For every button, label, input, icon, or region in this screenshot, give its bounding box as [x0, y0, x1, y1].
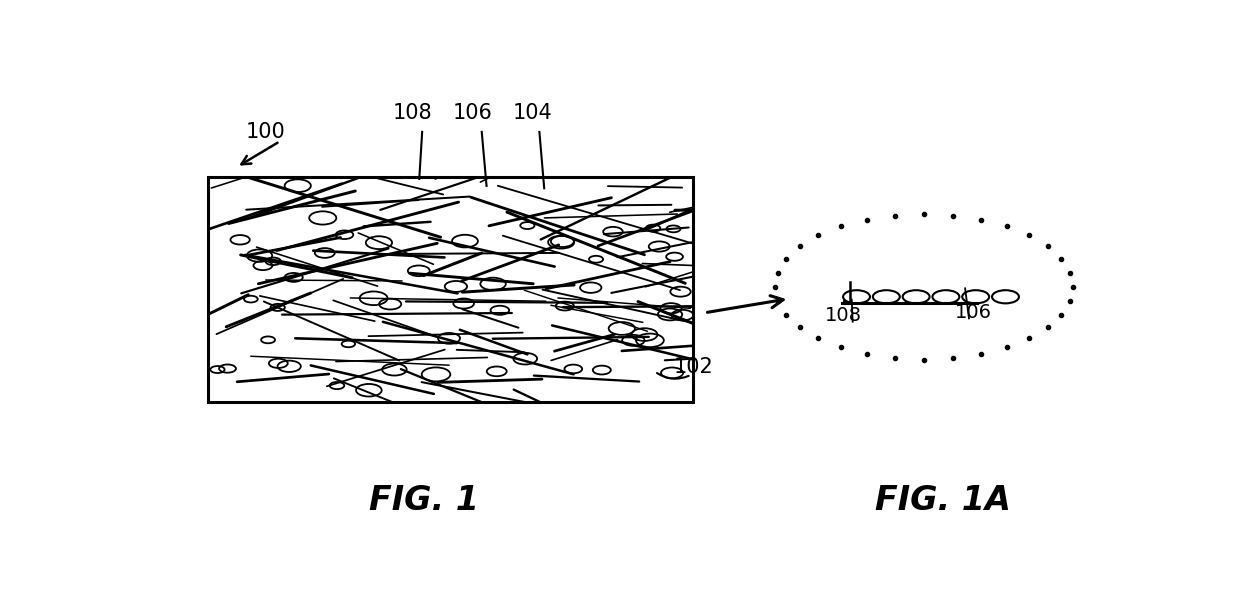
Text: 102: 102: [675, 357, 714, 377]
Bar: [208, 176, 693, 402]
Text: 106: 106: [453, 102, 492, 123]
Text: 108: 108: [393, 102, 433, 123]
Text: 108: 108: [825, 306, 862, 325]
Text: FIG. 1A: FIG. 1A: [875, 484, 1011, 517]
Text: FIG. 1: FIG. 1: [370, 484, 479, 517]
Text: 104: 104: [513, 102, 553, 123]
Text: 106: 106: [955, 303, 992, 322]
Text: 100: 100: [246, 122, 285, 142]
